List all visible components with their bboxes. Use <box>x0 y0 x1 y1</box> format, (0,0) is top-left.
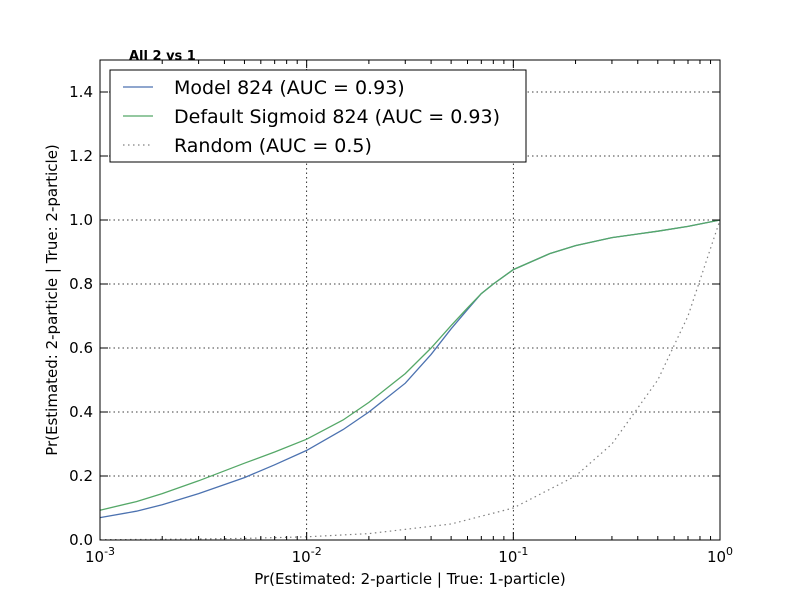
y-tick-label: 1.2 <box>69 147 93 165</box>
legend-box <box>109 69 527 163</box>
x-axis-label: Pr(Estimated: 2-particle | True: 1-parti… <box>254 570 566 588</box>
legend: Model 824 (AUC = 0.93) Default Sigmoid 8… <box>109 69 527 163</box>
y-tick-label: 1.4 <box>69 83 93 101</box>
x-tick-label: 10-1 <box>498 545 528 566</box>
y-tick-labels: 0.0 0.2 0.4 0.6 0.8 1.0 1.2 1.4 <box>69 83 93 549</box>
y-tick-label: 1.0 <box>69 211 93 229</box>
legend-label-default-sigmoid: Default Sigmoid 824 (AUC = 0.93) <box>174 106 500 128</box>
axis-ticks <box>99 60 721 541</box>
series-random <box>99 219 721 541</box>
series-lines <box>99 219 721 541</box>
series-default-sigmoid <box>99 219 721 511</box>
x-tick-label: 100 <box>707 545 733 566</box>
y-tick-label: 0.6 <box>69 339 93 357</box>
legend-label-model: Model 824 (AUC = 0.93) <box>174 77 405 99</box>
x-tick-labels: 10-3 10-2 10-1 100 <box>85 545 733 566</box>
y-tick-label: 0.8 <box>69 275 93 293</box>
x-tick-label: 10-2 <box>292 545 322 566</box>
legend-label-random: Random (AUC = 0.5) <box>174 135 372 157</box>
y-tick-label: 0.2 <box>69 467 93 485</box>
y-axis-label: Pr(Estimated: 2-particle | True: 2-parti… <box>43 144 61 456</box>
y-tick-label: 0.0 <box>69 531 93 549</box>
y-tick-label: 0.4 <box>69 403 93 421</box>
grid-lines <box>100 60 720 540</box>
chart-title: All 2 vs 1 <box>129 49 196 64</box>
x-tick-label: 10-3 <box>85 545 115 566</box>
plot-frame <box>99 59 721 541</box>
